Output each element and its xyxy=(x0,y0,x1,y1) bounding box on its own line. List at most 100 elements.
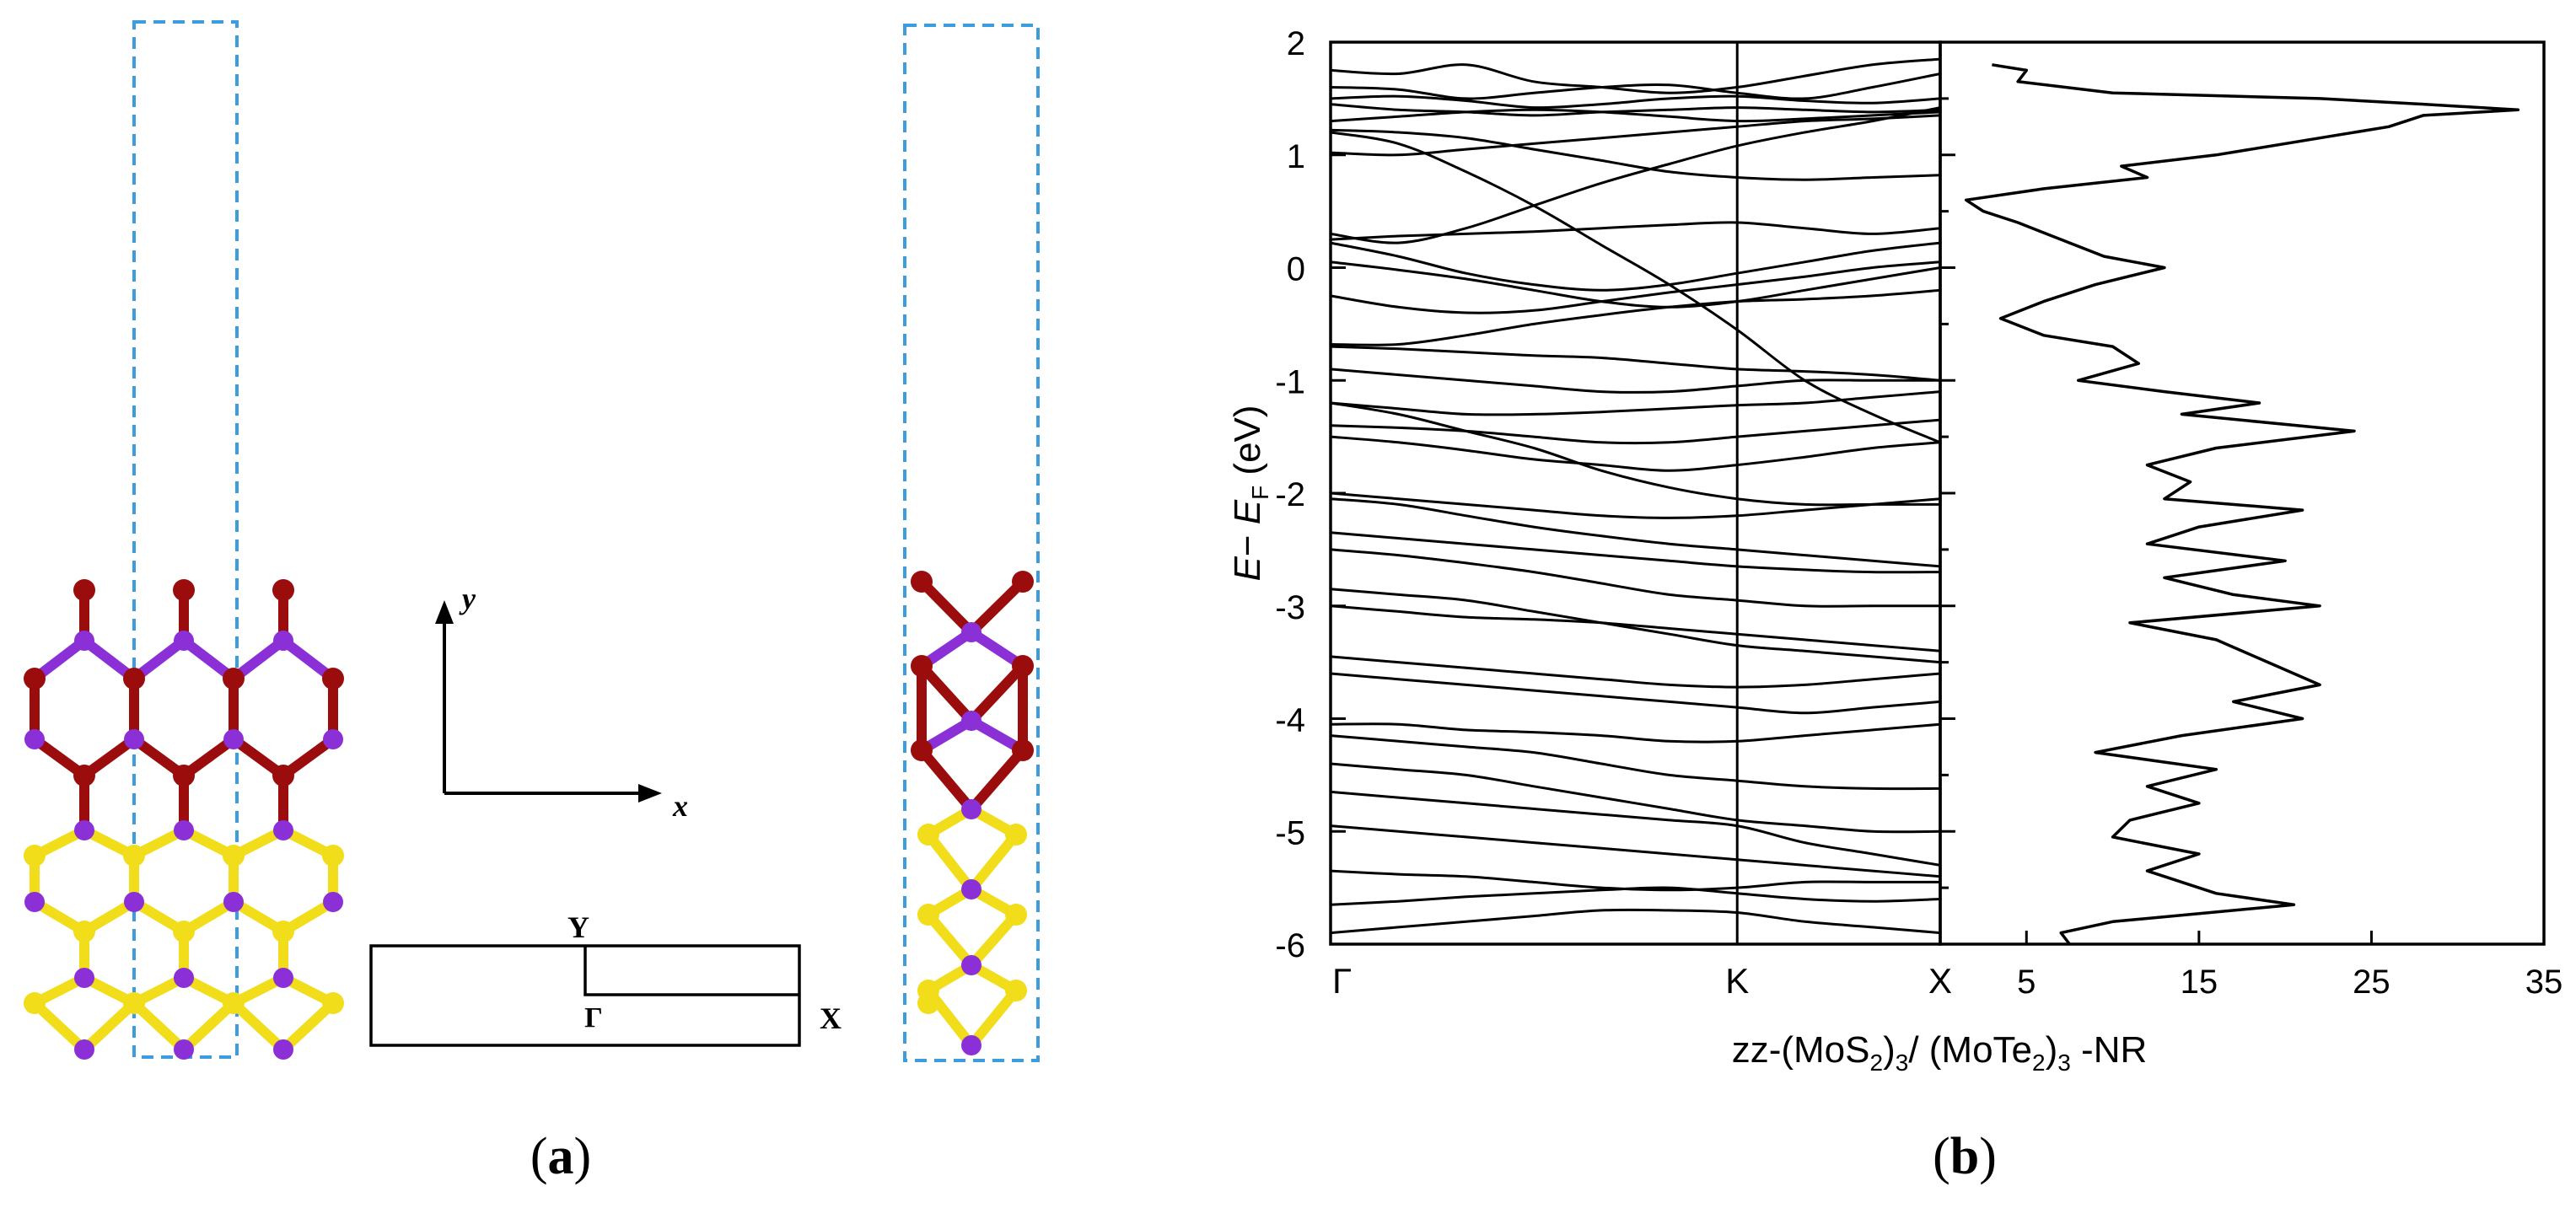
s-atom xyxy=(917,904,939,926)
y-tick-label: -6 xyxy=(1275,927,1305,964)
bz-point-gamma: Γ xyxy=(584,1002,603,1034)
energy-axis-ticks: -6 -5 -4 -3 -2 -1 0 1 2 xyxy=(1275,25,1955,964)
band-line-band-18 xyxy=(1330,418,1941,445)
s-atom xyxy=(123,992,145,1014)
te-atom xyxy=(322,668,344,690)
bond xyxy=(917,662,976,725)
mo-atom xyxy=(273,631,293,651)
axis-x-label: x xyxy=(672,789,688,823)
bz-point-x: X xyxy=(820,1001,842,1035)
s-atom xyxy=(223,992,245,1014)
panel-b-caption: (b) xyxy=(1933,1128,1997,1185)
mo-atom xyxy=(223,729,244,749)
te-atom xyxy=(272,765,294,787)
bond xyxy=(80,999,138,1054)
dos-tick-label: 35 xyxy=(2525,964,2563,1001)
s-atom xyxy=(322,845,344,867)
te-atom xyxy=(911,571,933,593)
s-atom xyxy=(917,824,939,846)
s-atom xyxy=(223,845,245,867)
unit-cell-right xyxy=(903,24,1040,1062)
y-tick-label: -5 xyxy=(1275,814,1305,851)
band-line-band-11 xyxy=(1330,241,1941,292)
te-atom xyxy=(123,668,145,690)
mo-atom xyxy=(74,968,94,988)
band-structure-lines xyxy=(1330,57,1941,935)
te-atom xyxy=(1012,571,1034,593)
mo-atom xyxy=(174,968,194,988)
band-line-band-32 xyxy=(1330,790,1941,867)
band-line-band-21 xyxy=(1330,491,1941,519)
s-atom xyxy=(322,992,344,1014)
bz-path xyxy=(583,946,799,996)
panel-a-structure: y x Y Γ X (a) xyxy=(24,20,1040,1185)
band-line-band-30 xyxy=(1330,734,1941,791)
te-atom xyxy=(173,765,195,787)
band-line-band-27 xyxy=(1330,655,1941,689)
s-atom xyxy=(1005,824,1027,846)
s-atom xyxy=(1005,904,1027,926)
bond xyxy=(967,831,1020,893)
mo-atom xyxy=(961,622,981,642)
y-tick-label: 0 xyxy=(1287,251,1305,288)
band-line-band-09 xyxy=(1330,131,1941,444)
band-line-band-07 xyxy=(1330,114,1941,157)
band-line-band-17 xyxy=(1330,390,1941,416)
dos-plot-frame xyxy=(1939,40,2546,946)
energy-axis-label: E− EF (eV) xyxy=(1227,405,1273,581)
mo-atom xyxy=(174,1039,194,1060)
bond xyxy=(130,999,188,1054)
s-atom xyxy=(24,845,46,867)
mo-atom xyxy=(174,820,194,840)
mo-atom xyxy=(961,711,981,731)
band-line-band-20 xyxy=(1330,401,1940,507)
band-line-band-26 xyxy=(1330,604,1941,652)
te-atom xyxy=(911,655,933,677)
bond xyxy=(924,911,976,969)
te-atom xyxy=(24,668,46,690)
mo-atom xyxy=(323,892,343,912)
bond xyxy=(967,987,1020,1049)
dos-curve xyxy=(1964,63,2520,946)
te-atom xyxy=(73,765,95,787)
mo-atom xyxy=(961,955,981,975)
x-arrowhead-icon xyxy=(638,784,662,803)
mo-atom xyxy=(961,1035,981,1055)
mo-atom xyxy=(223,892,244,912)
te-atom xyxy=(1012,739,1034,761)
s-atom xyxy=(73,921,95,942)
s-atom xyxy=(173,921,195,942)
band-line-band-29 xyxy=(1330,722,1941,744)
k-point-label: X xyxy=(1928,961,1952,1001)
bond xyxy=(30,999,89,1054)
te-atom xyxy=(73,579,95,601)
bz-point-y: Y xyxy=(567,910,589,944)
band-line-band-31 xyxy=(1330,762,1941,834)
y-tick-label: -4 xyxy=(1275,702,1305,739)
dos-line xyxy=(1964,63,2520,946)
band-line-band-36 xyxy=(1330,908,1941,935)
mo-atom xyxy=(273,1039,293,1060)
s-atom xyxy=(1005,980,1027,1001)
mo-atom xyxy=(961,879,981,899)
dos-tick-label: 15 xyxy=(2181,964,2218,1001)
mo-atom xyxy=(273,968,293,988)
band-line-band-16 xyxy=(1330,368,1940,394)
te-atom xyxy=(911,739,933,761)
band-line-band-33 xyxy=(1330,824,1941,878)
band-line-band-12 xyxy=(1330,260,1941,309)
y-tick-label: -1 xyxy=(1275,363,1305,400)
k-point-label: K xyxy=(1725,961,1749,1001)
bond xyxy=(229,999,288,1054)
mo-atom xyxy=(174,631,194,651)
dos-tick-label: 5 xyxy=(2017,964,2036,1001)
band-line-band-28 xyxy=(1330,672,1941,715)
axis-y-label: y xyxy=(459,582,476,615)
coordinate-axes: y x xyxy=(435,582,688,823)
unit-cell-left xyxy=(132,20,239,1059)
band-line-band-25 xyxy=(1330,588,1941,664)
mo-atom xyxy=(74,631,94,651)
band-line-band-22 xyxy=(1330,497,1941,568)
band-line-band-08 xyxy=(1330,106,1941,244)
mo-atom xyxy=(74,1039,94,1060)
